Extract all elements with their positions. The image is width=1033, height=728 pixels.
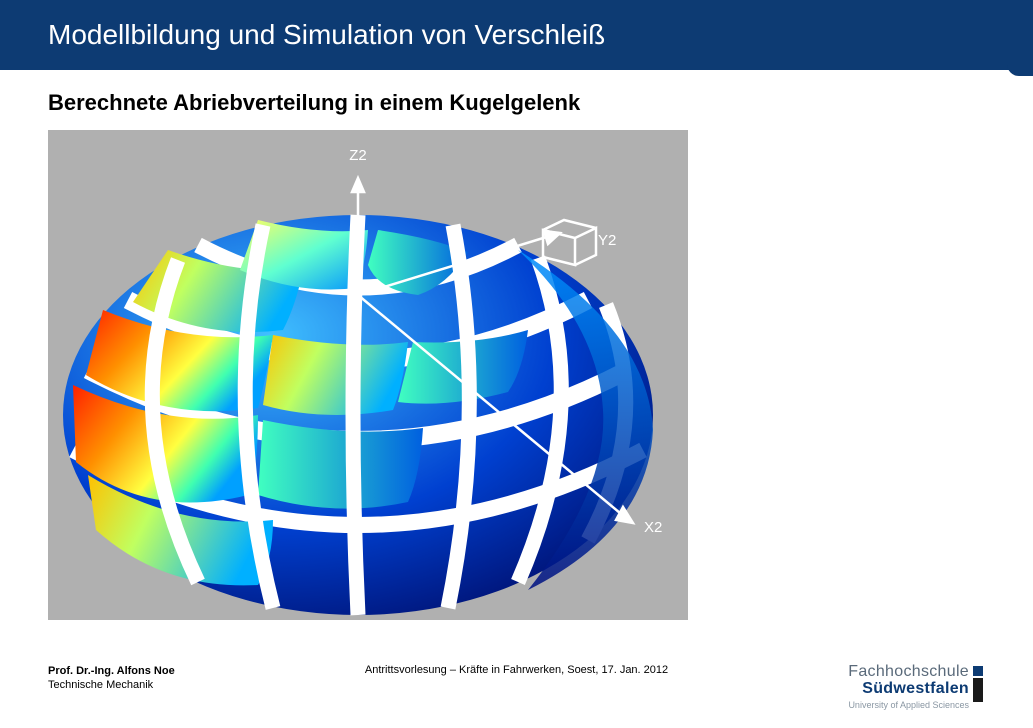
axis-label-x: X2	[644, 519, 662, 536]
slide-subtitle: Berechnete Abriebverteilung in einem Kug…	[48, 90, 1033, 116]
axis-label-z: Z2	[349, 147, 367, 164]
axis-label-y: Y2	[598, 232, 616, 249]
author-name: Prof. Dr.-Ing. Alfons Noe	[48, 664, 175, 678]
slide-title: Modellbildung und Simulation von Verschl…	[48, 19, 605, 51]
logo-line1: Fachhochschule	[848, 664, 969, 681]
logo-mark-icon	[973, 666, 985, 702]
sphere-plot-svg: Z2 Y2 X2	[48, 130, 688, 620]
wear-distribution-figure: Z2 Y2 X2	[48, 130, 688, 620]
logo-line3: University of Applied Sciences	[848, 701, 969, 710]
author-dept: Technische Mechanik	[48, 678, 175, 692]
footer-logo: Fachhochschule Südwestfalen University o…	[848, 664, 985, 710]
logo-line2: Südwestfalen	[848, 681, 969, 698]
footer-event: Antrittsvorlesung – Kräfte in Fahrwerken…	[365, 664, 668, 676]
footer-author: Prof. Dr.-Ing. Alfons Noe Technische Mec…	[48, 664, 175, 693]
slide-title-bar: Modellbildung und Simulation von Verschl…	[0, 0, 1033, 70]
slide-footer: Prof. Dr.-Ing. Alfons Noe Technische Mec…	[0, 664, 1033, 710]
